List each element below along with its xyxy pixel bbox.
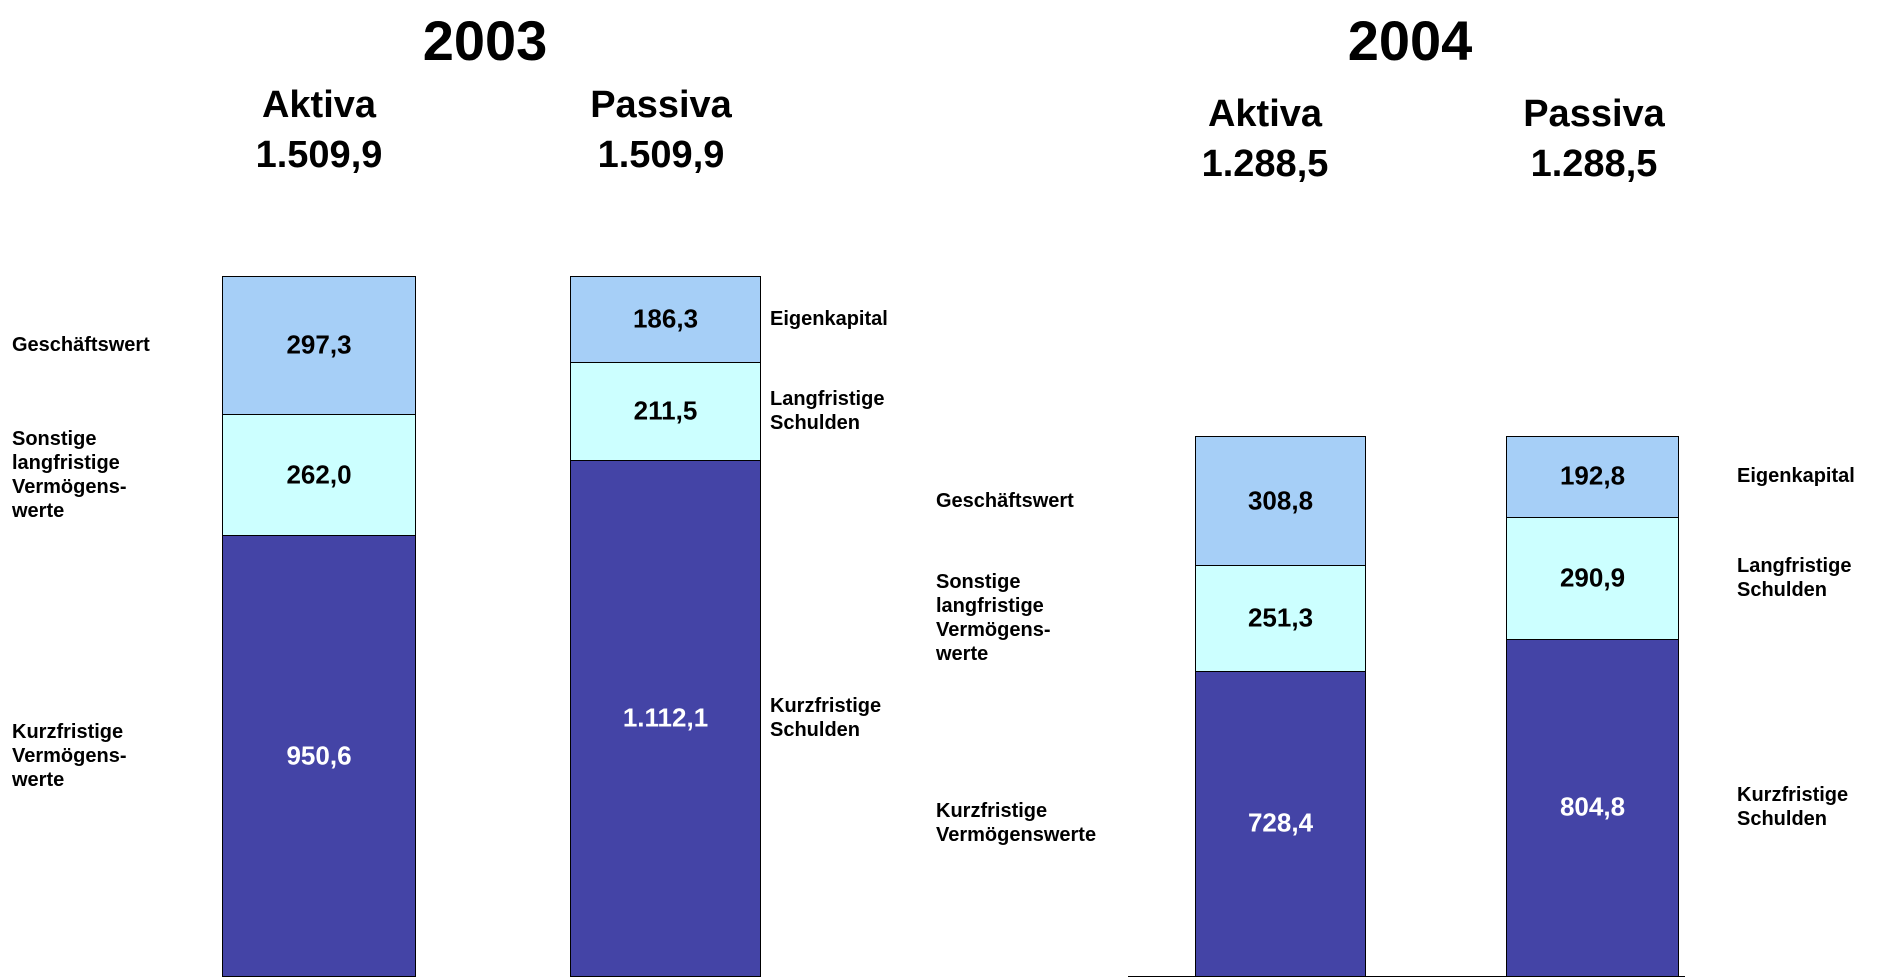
bar-segment bbox=[1195, 436, 1366, 567]
bar-segment bbox=[222, 535, 416, 977]
segment-label: Kurzfristige Schulden bbox=[770, 695, 882, 742]
value-label: 251,3 bbox=[1247, 602, 1314, 633]
segment-label: Geschäftswert bbox=[936, 489, 1074, 512]
value-label: 211,5 bbox=[633, 395, 698, 426]
value-label: 1.112,1 bbox=[622, 702, 709, 733]
value-label: 728,4 bbox=[1247, 807, 1314, 838]
value-label: 290,9 bbox=[1559, 562, 1626, 593]
chart-title: 2003 bbox=[422, 9, 548, 72]
segment-label: Sonstige langfristige Vermögens- werte bbox=[936, 571, 1051, 666]
value-label: 297,3 bbox=[286, 329, 352, 360]
segment-label: Langfristige Schulden bbox=[770, 388, 885, 435]
bar-segment bbox=[1195, 670, 1366, 977]
bar-segment bbox=[570, 460, 761, 977]
segment-label: Kurzfristige Vermögenswerte bbox=[936, 800, 1097, 847]
bar-total: 1.288,5 bbox=[1201, 143, 1329, 185]
bar-total: 1.509,9 bbox=[597, 134, 725, 176]
bar-segment bbox=[1506, 436, 1679, 518]
bar-segment bbox=[222, 276, 416, 415]
bar-segment bbox=[1195, 565, 1366, 672]
bar-name: Passiva bbox=[1523, 93, 1665, 135]
segment-label: Kurzfristige Vermögens- werte bbox=[12, 720, 127, 791]
segment-label: Langfristige Schulden bbox=[1737, 554, 1852, 601]
segment-label: Geschäftswert bbox=[12, 333, 150, 356]
bar-total: 1.509,9 bbox=[255, 134, 383, 176]
value-label: 804,8 bbox=[1559, 791, 1626, 822]
segment-label: Sonstige langfristige Vermögens- werte bbox=[12, 427, 127, 522]
segment-label: Kurzfristige Schulden bbox=[1737, 784, 1849, 831]
bar-segment bbox=[1506, 638, 1679, 977]
value-label: 192,8 bbox=[1559, 460, 1626, 491]
bar-name: Aktiva bbox=[1207, 93, 1323, 135]
value-label: 186,3 bbox=[632, 303, 699, 334]
bar-name: Passiva bbox=[590, 84, 732, 126]
segment-label: Eigenkapital bbox=[1737, 465, 1855, 488]
chart-title: 2004 bbox=[1347, 9, 1473, 72]
bar-segment bbox=[570, 276, 761, 364]
bar-total: 1.288,5 bbox=[1530, 143, 1658, 185]
segment-label: Eigenkapital bbox=[770, 308, 888, 331]
value-label: 308,8 bbox=[1247, 485, 1314, 516]
bar-name: Aktiva bbox=[261, 84, 377, 126]
value-label: 950,6 bbox=[286, 740, 352, 771]
value-label: 262,0 bbox=[286, 459, 352, 490]
